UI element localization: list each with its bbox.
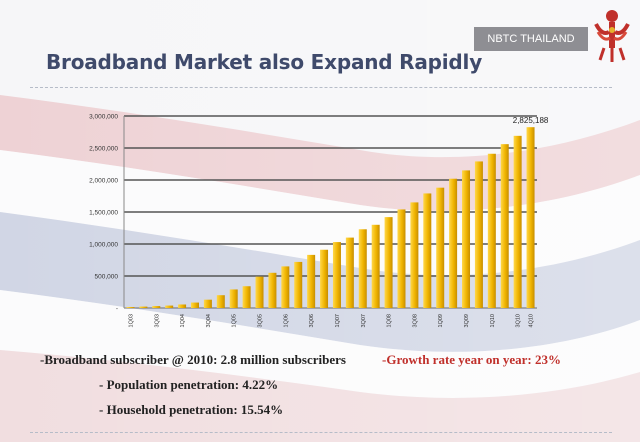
bullet-population-penetration: - Population penetration: 4.22% bbox=[99, 377, 279, 392]
bar bbox=[462, 170, 471, 308]
page-title: Broadband Market also Expand Rapidly bbox=[46, 50, 483, 74]
bar bbox=[242, 286, 251, 308]
bar bbox=[320, 249, 329, 308]
bullet-subscribers: -Broadband subscriber @ 2010: 2.8 millio… bbox=[40, 352, 346, 367]
bar bbox=[474, 161, 483, 308]
x-tick-label: 1Q10 bbox=[490, 314, 496, 327]
y-tick-label: 3,000,000 bbox=[89, 114, 118, 121]
bar bbox=[152, 306, 161, 308]
x-tick-label: 3Q06 bbox=[309, 314, 315, 327]
bar bbox=[281, 266, 290, 308]
bar bbox=[345, 237, 354, 308]
bar bbox=[139, 306, 148, 308]
organization-badge: NBTC THAILAND bbox=[474, 27, 588, 51]
bar bbox=[216, 295, 225, 308]
x-tick-label: 3Q10 bbox=[516, 314, 522, 327]
bottom-divider bbox=[30, 432, 612, 433]
x-tick-label: 1Q07 bbox=[335, 314, 341, 327]
y-tick-label: 1,000,000 bbox=[89, 242, 118, 249]
bar bbox=[436, 187, 445, 308]
bar bbox=[500, 144, 509, 308]
bar bbox=[526, 127, 535, 309]
y-tick-label: 2,000,000 bbox=[89, 178, 118, 185]
bar bbox=[384, 217, 393, 308]
bar bbox=[332, 242, 341, 308]
x-axis-ticks: 1Q03 3Q03 1Q04 3Q04 1Q05 3Q05 1Q06 3Q06 1Q07 3Q07… bbox=[128, 314, 534, 327]
x-tick-label: 3Q03 bbox=[154, 314, 160, 327]
bar bbox=[358, 229, 367, 308]
x-tick-label: 1Q08 bbox=[387, 314, 393, 327]
bar bbox=[268, 272, 277, 308]
bar bbox=[165, 305, 174, 308]
bar-data-label: 2,825,188 bbox=[513, 116, 549, 125]
y-axis-ticks: - 500,000 1,000,000 1,500,000 2,000,000 2,500… bbox=[89, 114, 118, 313]
x-tick-label: 3Q04 bbox=[206, 314, 212, 327]
bar bbox=[397, 209, 406, 308]
y-tick-label: 2,500,000 bbox=[89, 146, 118, 153]
x-tick-label: 1Q05 bbox=[232, 314, 238, 327]
x-tick-label: 1Q04 bbox=[180, 314, 186, 327]
x-tick-label: 3Q07 bbox=[361, 314, 367, 327]
bar bbox=[255, 276, 264, 308]
bar bbox=[190, 302, 199, 308]
y-tick-label: 500,000 bbox=[95, 274, 119, 281]
bar bbox=[203, 299, 212, 308]
bullet-growth-rate: -Growth rate year on year: 23% bbox=[382, 352, 561, 367]
bullet-household-penetration: - Household penetration: 15.54% bbox=[99, 402, 284, 417]
bar bbox=[178, 304, 187, 308]
x-tick-label: 3Q05 bbox=[258, 314, 264, 327]
bar bbox=[294, 261, 303, 308]
bar bbox=[371, 224, 380, 308]
y-tick-label: 1,500,000 bbox=[89, 210, 118, 217]
bar bbox=[487, 153, 496, 308]
bar bbox=[513, 135, 522, 308]
bar bbox=[410, 202, 419, 308]
bar bbox=[229, 289, 238, 308]
garuda-emblem-icon bbox=[594, 10, 630, 62]
bar bbox=[423, 193, 432, 308]
title-divider bbox=[30, 87, 612, 88]
x-tick-label: 3Q09 bbox=[464, 314, 470, 327]
chart-bars bbox=[126, 127, 535, 309]
x-tick-label: 1Q06 bbox=[283, 314, 289, 327]
bar bbox=[126, 307, 135, 308]
y-tick-label: - bbox=[116, 306, 118, 313]
x-tick-label: 1Q03 bbox=[128, 314, 134, 327]
x-tick-label: 4Q10 bbox=[529, 314, 535, 327]
x-tick-label: 3Q08 bbox=[412, 314, 418, 327]
bar bbox=[449, 178, 458, 308]
bar bbox=[307, 254, 316, 308]
x-tick-label: 1Q09 bbox=[438, 314, 444, 327]
